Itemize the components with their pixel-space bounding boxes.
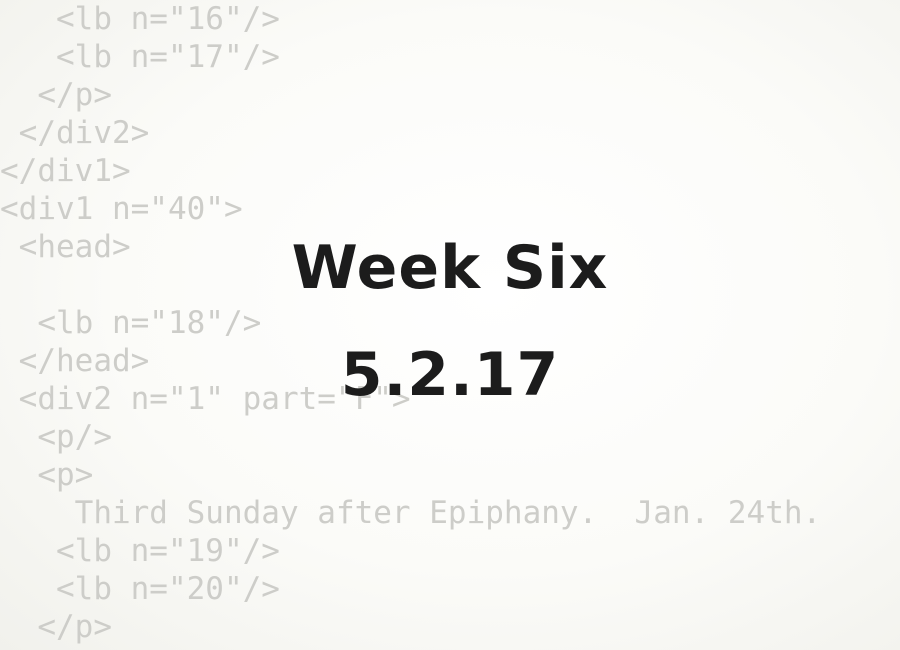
code-line: </div2>	[0, 115, 150, 151]
code-line: <lb n="16"/>	[0, 1, 280, 37]
code-line: <p/>	[0, 419, 112, 455]
title: Week Six	[291, 233, 609, 303]
code-line: <lb n="17"/>	[0, 39, 280, 75]
code-line: </div1>	[0, 153, 131, 189]
code-line: </p>	[0, 77, 112, 113]
code-line: Third Sunday after Epiphany. Jan. 24th.	[0, 495, 822, 531]
code-line: <head>	[0, 229, 131, 265]
code-line: <div1 n="40">	[0, 191, 243, 227]
code-line: <div2 n="1" part="F">	[0, 381, 411, 417]
code-line: <p>	[0, 457, 94, 493]
code-line: </head>	[0, 343, 150, 379]
code-line: <lb n="19"/>	[0, 533, 280, 569]
code-line: <lb n="20"/>	[0, 571, 280, 607]
date: 5.2.17	[340, 340, 560, 410]
code-line: <lb n="18"/>	[0, 305, 262, 341]
code-line: </p>	[0, 609, 112, 645]
